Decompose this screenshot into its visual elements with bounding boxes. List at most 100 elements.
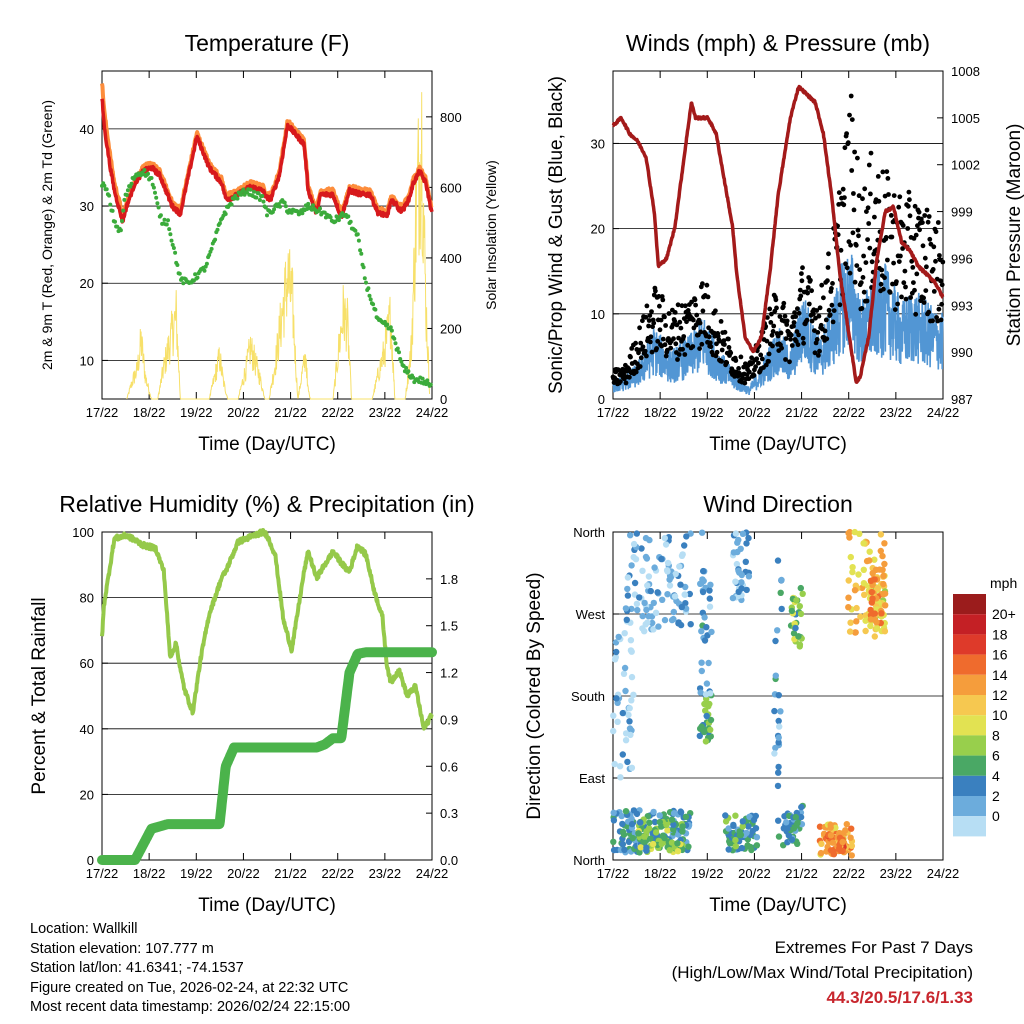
direction-point	[661, 616, 669, 624]
y-tick-label: 20	[591, 222, 605, 237]
gust-point	[717, 338, 723, 344]
y-axis-label: Percent & Total Rainfall	[29, 597, 50, 794]
direction-point	[664, 568, 671, 575]
direction-point	[788, 607, 796, 615]
direction-point	[700, 567, 707, 575]
dewpoint-point	[239, 192, 244, 197]
colorbar-swatch	[953, 674, 986, 695]
gust-point	[713, 308, 718, 314]
direction-point	[624, 585, 631, 593]
dewpoint-point	[406, 369, 411, 374]
direction-point	[610, 838, 617, 845]
gust-point	[940, 259, 946, 265]
direction-point	[622, 687, 629, 695]
direction-point	[610, 809, 617, 816]
gust-point	[827, 312, 833, 318]
dewpoint-point	[104, 187, 109, 192]
dewpoint-point	[171, 246, 176, 250]
dewpoint-point	[260, 194, 265, 198]
direction-point	[795, 633, 802, 640]
colorbar-label: 20+	[992, 606, 1016, 622]
dewpoint-point	[241, 187, 246, 192]
y-tick-label: South	[571, 689, 605, 704]
direction-point	[647, 587, 654, 595]
gust-point	[851, 191, 856, 196]
direction-point	[666, 582, 674, 589]
gust-point	[726, 345, 732, 350]
y-right-tick-label: 0	[440, 392, 447, 407]
dewpoint-point	[362, 276, 367, 281]
chart-title: Wind Direction	[703, 491, 853, 517]
direction-point	[683, 533, 690, 540]
gust-point	[650, 324, 655, 330]
direction-point	[636, 594, 643, 601]
gust-point	[896, 259, 902, 264]
direction-point	[627, 532, 634, 539]
y-right-axis-label: Station Pressure (Maroon)	[1004, 124, 1024, 347]
gust-point	[770, 329, 776, 334]
colorbar-label: 18	[992, 626, 1008, 642]
direction-point	[880, 580, 887, 588]
gust-point	[875, 174, 881, 179]
direction-point	[775, 734, 782, 741]
direction-point	[678, 552, 686, 559]
direction-point	[670, 810, 678, 817]
direction-point	[642, 534, 650, 542]
gust-point	[918, 216, 924, 222]
station-latlon: Station lat/lon: 41.6341; -74.1537	[30, 960, 244, 976]
y-right-tick-label: 1.8	[440, 572, 458, 587]
direction-point	[626, 725, 634, 732]
direction-point	[626, 718, 633, 725]
x-tick-label: 18/22	[133, 866, 166, 881]
gust-point	[798, 293, 804, 299]
direction-point	[708, 628, 715, 636]
dewpoint-point	[355, 232, 360, 237]
gust-point	[878, 281, 884, 287]
direction-point	[633, 600, 641, 608]
direction-point	[666, 847, 673, 854]
direction-point	[623, 616, 630, 623]
gust-point	[868, 150, 874, 156]
direction-point	[882, 602, 889, 609]
y-right-tick-label: 1.5	[440, 619, 458, 634]
colorbar-swatch	[953, 614, 986, 635]
gust-point	[718, 319, 724, 324]
dewpoint-point	[256, 191, 261, 196]
gust-point	[865, 205, 871, 211]
gust-point	[770, 343, 775, 349]
direction-point	[738, 579, 745, 586]
y-tick-label: 40	[80, 722, 94, 737]
colorbar-label: 8	[992, 727, 1000, 743]
direction-point	[739, 823, 746, 830]
direction-point	[706, 595, 713, 602]
direction-point	[668, 616, 676, 624]
direction-point	[630, 691, 637, 698]
direction-point	[619, 820, 626, 828]
dewpoint-point	[158, 213, 163, 218]
gust-point	[644, 303, 650, 309]
gust-point	[845, 140, 851, 146]
gust-point	[782, 313, 788, 319]
direction-point	[744, 842, 751, 849]
direction-point	[739, 818, 746, 825]
direction-point	[745, 573, 753, 580]
gust-point	[638, 355, 644, 361]
gust-point	[938, 317, 944, 323]
direction-point	[701, 637, 709, 644]
y-tick-label: 30	[80, 199, 94, 214]
colorbar-label: 10	[992, 707, 1008, 723]
dewpoint-point	[175, 263, 180, 267]
y-right-tick-label: 0.6	[440, 759, 458, 774]
gust-point	[844, 131, 849, 137]
dewpoint-point	[146, 171, 150, 176]
dewpoint-point	[420, 376, 425, 381]
gust-point	[649, 309, 654, 314]
gust-point	[885, 257, 890, 263]
direction-point	[677, 581, 684, 588]
dewpoint-point	[169, 238, 174, 243]
gust-point	[858, 280, 864, 285]
direction-point	[668, 816, 676, 823]
gust-point	[736, 366, 741, 371]
gust-point	[821, 295, 826, 301]
gust-point	[678, 325, 684, 331]
